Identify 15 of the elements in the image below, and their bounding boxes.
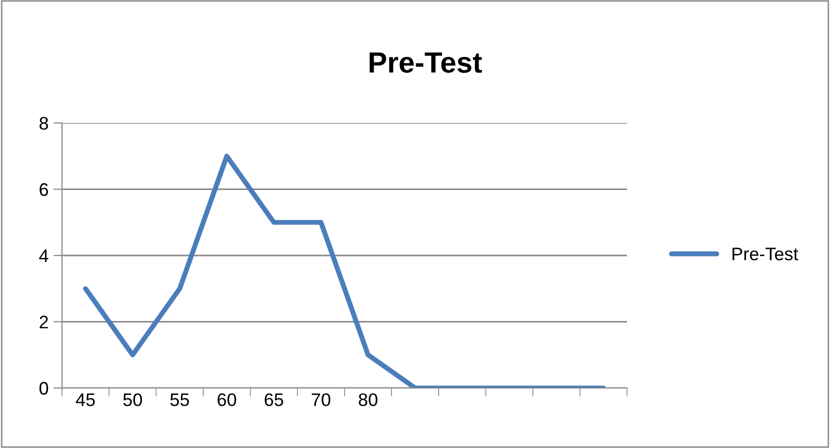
- line-series: [83, 154, 606, 388]
- x-tick-label: 45: [76, 394, 95, 406]
- x-tick-label: 50: [123, 393, 142, 406]
- y-tick-label: 4: [39, 250, 48, 262]
- x-tick-label: 60: [218, 393, 236, 406]
- x-tick-label: 70: [312, 393, 330, 406]
- x-tick-label: 80: [358, 393, 378, 406]
- x-tick-label: 65: [264, 393, 284, 406]
- chart-title: Pre-Test: [370, 52, 482, 73]
- y-tick-label: 2: [40, 316, 48, 328]
- legend-label: Pre-Test: [732, 248, 798, 260]
- y-tick-label: 8: [40, 116, 48, 130]
- x-tick-label: 55: [170, 394, 189, 406]
- y-tick-label: 0: [39, 382, 48, 395]
- y-tick-label: 6: [40, 183, 48, 196]
